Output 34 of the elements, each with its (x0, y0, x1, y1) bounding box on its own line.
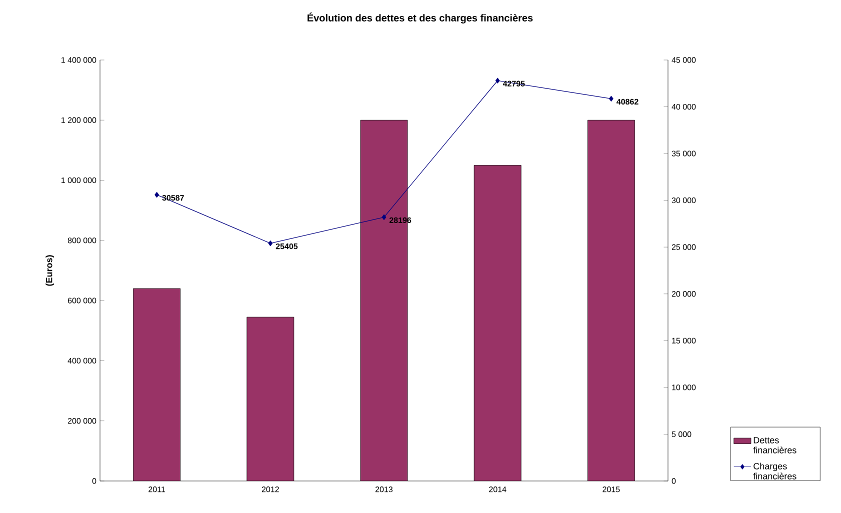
chart-title: Évolution des dettes et des charges financières (308, 12, 533, 24)
y-tick-label: 400 000 (68, 358, 96, 364)
x-tick-label: 2011 (148, 486, 166, 492)
y2-tick-label: 15 000 (672, 338, 696, 344)
y-tick-label: 600 000 (68, 298, 96, 304)
data-label: 25405 (276, 243, 298, 250)
y2-tick-label: 10 000 (672, 384, 696, 390)
point (382, 214, 386, 220)
x-tick-label: 2012 (262, 486, 279, 492)
y2-tick-label: 0 (672, 478, 676, 484)
legend-label: Charges financières (753, 462, 796, 480)
point (495, 78, 500, 84)
y-tick-label: 800 000 (68, 238, 96, 244)
y2-tick-label: 40 000 (672, 104, 696, 110)
y-tick-label: 1 400 000 (61, 57, 96, 63)
y-tick-label: 1 200 000 (61, 117, 96, 123)
y2-tick-label: 45 000 (672, 57, 696, 63)
data-label: 40862 (616, 98, 638, 105)
y-tick-label: 0 (92, 478, 96, 484)
point (268, 240, 273, 246)
x-tick-label: 2014 (489, 486, 506, 492)
point (154, 192, 159, 198)
y2-tick-label: 5 000 (672, 431, 692, 438)
y2-tick-label: 25 000 (672, 244, 696, 250)
x-tick-label: 2013 (376, 486, 393, 492)
y2-tick-label: 20 000 (672, 291, 696, 297)
y-tick-label: 200 000 (68, 418, 96, 424)
x-tick-label: 2015 (602, 486, 620, 492)
y2-tick-label: 35 000 (672, 150, 696, 156)
y-tick-label: 1 000 000 (61, 177, 96, 184)
y2-tick-label: 30 000 (672, 197, 696, 204)
legend-label: Dettes financières (753, 437, 796, 454)
y-axis-title: (Euros) (46, 255, 54, 286)
data-label: 30587 (162, 194, 184, 201)
